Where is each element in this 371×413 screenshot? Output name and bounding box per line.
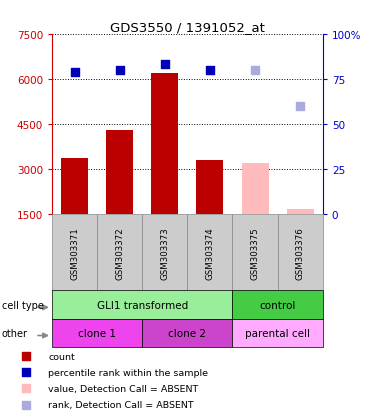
- Text: GSM303372: GSM303372: [115, 226, 124, 279]
- Bar: [187, 214, 233, 291]
- Point: [23, 369, 29, 376]
- Text: GSM303374: GSM303374: [206, 226, 214, 279]
- Bar: [106, 131, 133, 214]
- Point: [117, 67, 123, 74]
- Bar: [233, 319, 323, 347]
- Bar: [287, 210, 314, 214]
- Bar: [151, 74, 178, 214]
- Text: parental cell: parental cell: [245, 328, 310, 338]
- Bar: [196, 160, 223, 214]
- Text: percentile rank within the sample: percentile rank within the sample: [48, 368, 208, 377]
- Bar: [233, 291, 323, 319]
- Bar: [52, 214, 97, 291]
- Text: GLI1 transformed: GLI1 transformed: [96, 300, 188, 310]
- Point: [23, 401, 29, 408]
- Text: other: other: [2, 328, 28, 338]
- Bar: [52, 319, 142, 347]
- Text: rank, Detection Call = ABSENT: rank, Detection Call = ABSENT: [48, 400, 194, 409]
- Text: GSM303376: GSM303376: [296, 226, 305, 279]
- Bar: [142, 319, 233, 347]
- Point: [72, 69, 78, 76]
- Text: cell type: cell type: [2, 300, 44, 310]
- Bar: [233, 214, 278, 291]
- Bar: [97, 214, 142, 291]
- Point: [23, 353, 29, 360]
- Text: control: control: [259, 300, 296, 310]
- Bar: [278, 214, 323, 291]
- Point: [162, 62, 168, 69]
- Bar: [242, 164, 269, 214]
- Text: count: count: [48, 352, 75, 361]
- Text: GSM303375: GSM303375: [250, 226, 260, 279]
- Bar: [142, 214, 187, 291]
- Point: [23, 385, 29, 392]
- Text: value, Detection Call = ABSENT: value, Detection Call = ABSENT: [48, 384, 198, 393]
- Point: [252, 67, 258, 74]
- Title: GDS3550 / 1391052_at: GDS3550 / 1391052_at: [110, 21, 265, 33]
- Text: clone 2: clone 2: [168, 328, 206, 338]
- Text: GSM303371: GSM303371: [70, 226, 79, 279]
- Point: [207, 67, 213, 74]
- Text: clone 1: clone 1: [78, 328, 116, 338]
- Text: GSM303373: GSM303373: [160, 226, 169, 279]
- Bar: [61, 159, 88, 214]
- Bar: [52, 291, 233, 319]
- Point: [297, 103, 303, 110]
